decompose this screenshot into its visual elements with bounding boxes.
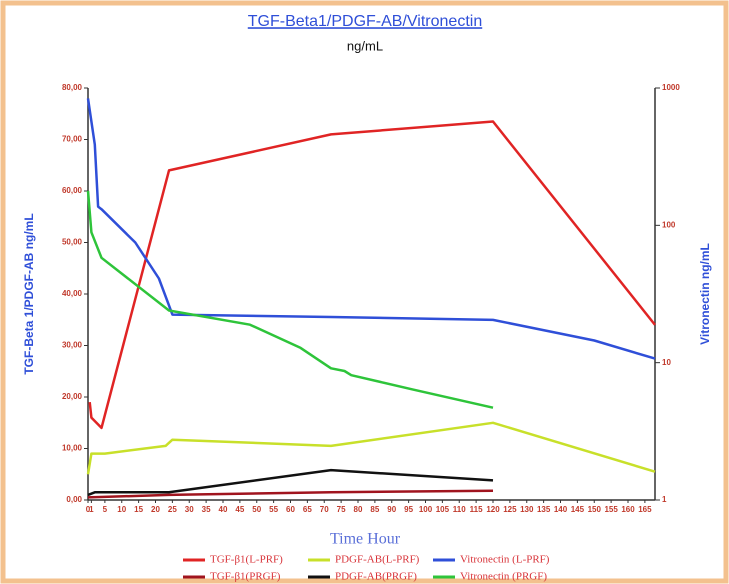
- x-tick-label: 155: [604, 505, 618, 514]
- y2-tick-label: 100: [662, 220, 676, 229]
- x-tick-label: 40: [219, 505, 228, 514]
- x-tick-label: 130: [520, 505, 534, 514]
- x-tick-label: 115: [470, 505, 483, 514]
- x-tick-label: 5: [103, 505, 108, 514]
- x-tick-label: 75: [337, 505, 346, 514]
- y-axis-label: TGF-Beta 1/PDGF-AB ng/mL: [22, 213, 36, 374]
- series-line: [86, 98, 656, 360]
- y2-tick-label: 1: [662, 495, 667, 504]
- series-line: [87, 468, 494, 497]
- x-tick-label: 145: [571, 505, 585, 514]
- legend-label: TGF-β1(PRGF): [210, 571, 281, 583]
- x-tick-label: 135: [537, 505, 551, 514]
- series-line: [86, 421, 656, 475]
- x-tick-label: 35: [202, 505, 211, 514]
- x-tick-label: 80: [354, 505, 363, 514]
- x-tick-label: 25: [168, 505, 177, 514]
- y-tick-label: 20,00: [62, 392, 83, 401]
- x-tick-label: 0: [86, 505, 91, 514]
- x-tick-label: 125: [503, 505, 517, 514]
- y-tick-label: 30,00: [62, 341, 83, 350]
- x-tick-label: 100: [419, 505, 433, 514]
- x-tick-label: 160: [621, 505, 635, 514]
- y2-tick-label: 1000: [662, 83, 680, 92]
- x-tick-label: 45: [235, 505, 244, 514]
- x-tick-label: 110: [453, 505, 466, 514]
- x-axis-label: Time Hour: [330, 531, 401, 548]
- x-tick-label: 20: [151, 505, 160, 514]
- legend-label: Vitronectin (PRGF): [460, 571, 547, 583]
- x-tick-label: 65: [303, 505, 312, 514]
- x-tick-label: 50: [252, 505, 261, 514]
- x-tick-label: 120: [486, 505, 500, 514]
- x-tick-label: 1: [89, 505, 94, 514]
- y2-axis-label: Vitronectin ng/mL: [698, 243, 712, 345]
- x-tick-label: 140: [554, 505, 568, 514]
- y-tick-label: 10,00: [62, 444, 83, 453]
- x-tick-label: 60: [286, 505, 295, 514]
- chart-subtitle: ng/mL: [347, 38, 383, 53]
- x-tick-label: 55: [269, 505, 278, 514]
- x-tick-label: 85: [370, 505, 379, 514]
- series-line: [86, 190, 494, 409]
- series-line: [88, 120, 656, 430]
- x-tick-label: 150: [588, 505, 602, 514]
- chart-title: TGF-Beta1/PDGF-AB/Vitronectin: [248, 13, 482, 30]
- y-tick-label: 80,00: [62, 83, 83, 92]
- x-tick-label: 105: [436, 505, 450, 514]
- x-tick-label: 165: [638, 505, 652, 514]
- y-tick-label: 60,00: [62, 186, 83, 195]
- x-tick-label: 15: [134, 505, 143, 514]
- y-tick-label: 70,00: [62, 135, 83, 144]
- legend-label: PDGF-AB(L-PRF): [335, 554, 420, 566]
- x-tick-label: 70: [320, 505, 329, 514]
- x-tick-label: 90: [387, 505, 396, 514]
- legend-label: Vitronectin (L-PRF): [460, 554, 550, 566]
- legend-label: PDGF-AB(PRGF): [335, 571, 417, 583]
- y-tick-label: 40,00: [62, 289, 83, 298]
- y-tick-label: 50,00: [62, 238, 83, 247]
- x-tick-label: 95: [404, 505, 413, 514]
- x-tick-label: 30: [185, 505, 194, 514]
- legend-label: TGF-β1(L-PRF): [210, 554, 283, 566]
- series-line: [87, 489, 494, 499]
- y-tick-label: 0,00: [66, 495, 82, 504]
- y2-tick-label: 10: [662, 358, 671, 367]
- x-tick-label: 10: [117, 505, 126, 514]
